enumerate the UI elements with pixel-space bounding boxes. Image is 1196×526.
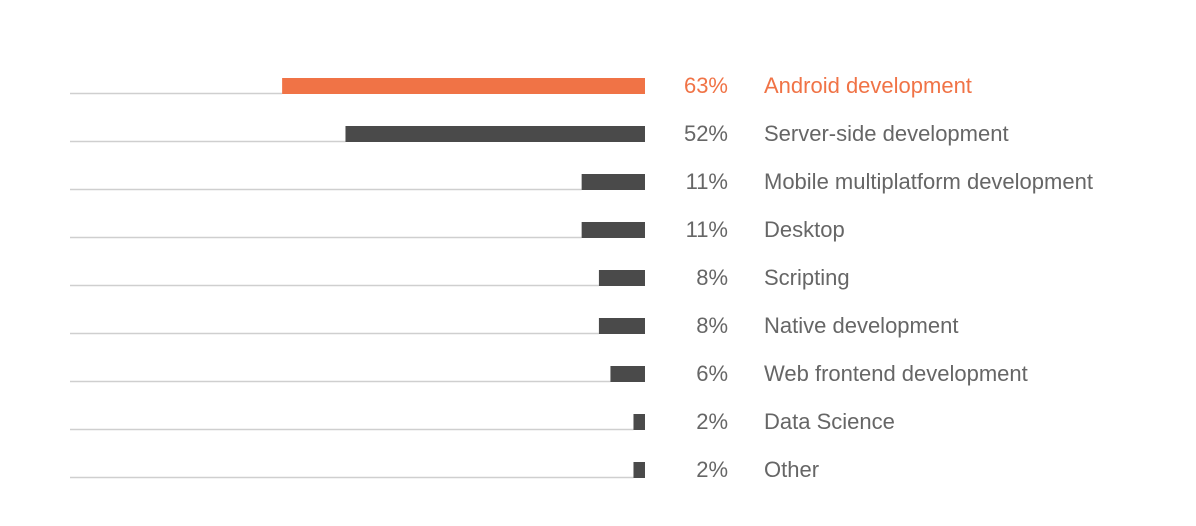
bar-value-label: 8% bbox=[696, 313, 728, 338]
bar bbox=[610, 366, 645, 382]
bar-row: 2% Data Science bbox=[70, 409, 895, 434]
bar-value-label: 2% bbox=[696, 409, 728, 434]
bar-category-label: Scripting bbox=[764, 265, 850, 290]
bar-row: 2% Other bbox=[70, 457, 819, 482]
bar bbox=[581, 222, 645, 238]
bar-category-label: Other bbox=[764, 457, 819, 482]
bar-value-label: 6% bbox=[696, 361, 728, 386]
bar-row: 52% Server-side development bbox=[70, 121, 1009, 146]
bar-category-label: Web frontend development bbox=[764, 361, 1028, 386]
bar-value-label: 11% bbox=[686, 169, 728, 194]
bar-category-label: Data Science bbox=[764, 409, 895, 434]
bar bbox=[598, 270, 645, 286]
bar-category-label: Android development bbox=[764, 73, 972, 98]
bar-value-label: 2% bbox=[696, 457, 728, 482]
bar-row: 6% Web frontend development bbox=[70, 361, 1028, 386]
bar-category-label: Server-side development bbox=[764, 121, 1009, 146]
bar bbox=[598, 318, 645, 334]
bar-category-label: Desktop bbox=[764, 217, 845, 242]
bar-value-label: 11% bbox=[686, 217, 728, 242]
bar-category-label: Native development bbox=[764, 313, 958, 338]
bar-value-label: 8% bbox=[696, 265, 728, 290]
bar bbox=[345, 126, 645, 142]
bar-row: 8% Scripting bbox=[70, 265, 850, 290]
bar-value-label: 52% bbox=[684, 121, 728, 146]
bar-value-label: 63% bbox=[684, 73, 728, 98]
bar-row: 63% Android development bbox=[70, 73, 972, 98]
bar bbox=[581, 174, 645, 190]
bar-row: 8% Native development bbox=[70, 313, 958, 338]
bar-category-label: Mobile multiplatform development bbox=[764, 169, 1093, 194]
bar-row: 11% Mobile multiplatform development bbox=[70, 169, 1093, 194]
bar bbox=[633, 414, 645, 430]
bar-row: 11% Desktop bbox=[70, 217, 845, 242]
bar bbox=[633, 462, 645, 478]
bar bbox=[282, 78, 645, 94]
